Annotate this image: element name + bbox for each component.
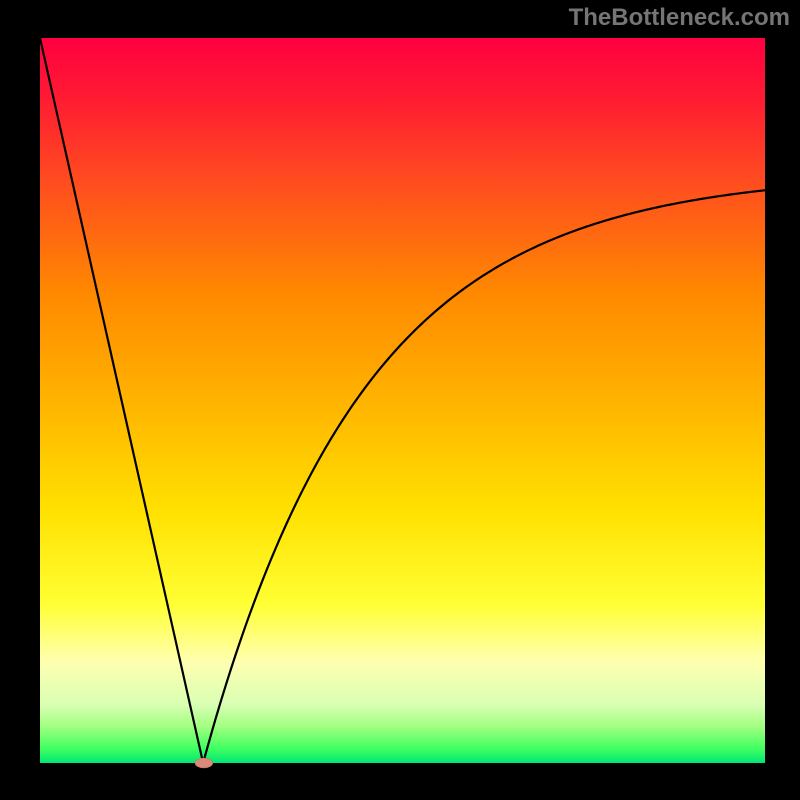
watermark-text: TheBottleneck.com (569, 4, 790, 32)
chart-container: TheBottleneck.com (0, 0, 800, 800)
bottleneck-chart (0, 0, 800, 800)
plot-background (40, 38, 765, 763)
optimal-point-marker (195, 758, 213, 768)
